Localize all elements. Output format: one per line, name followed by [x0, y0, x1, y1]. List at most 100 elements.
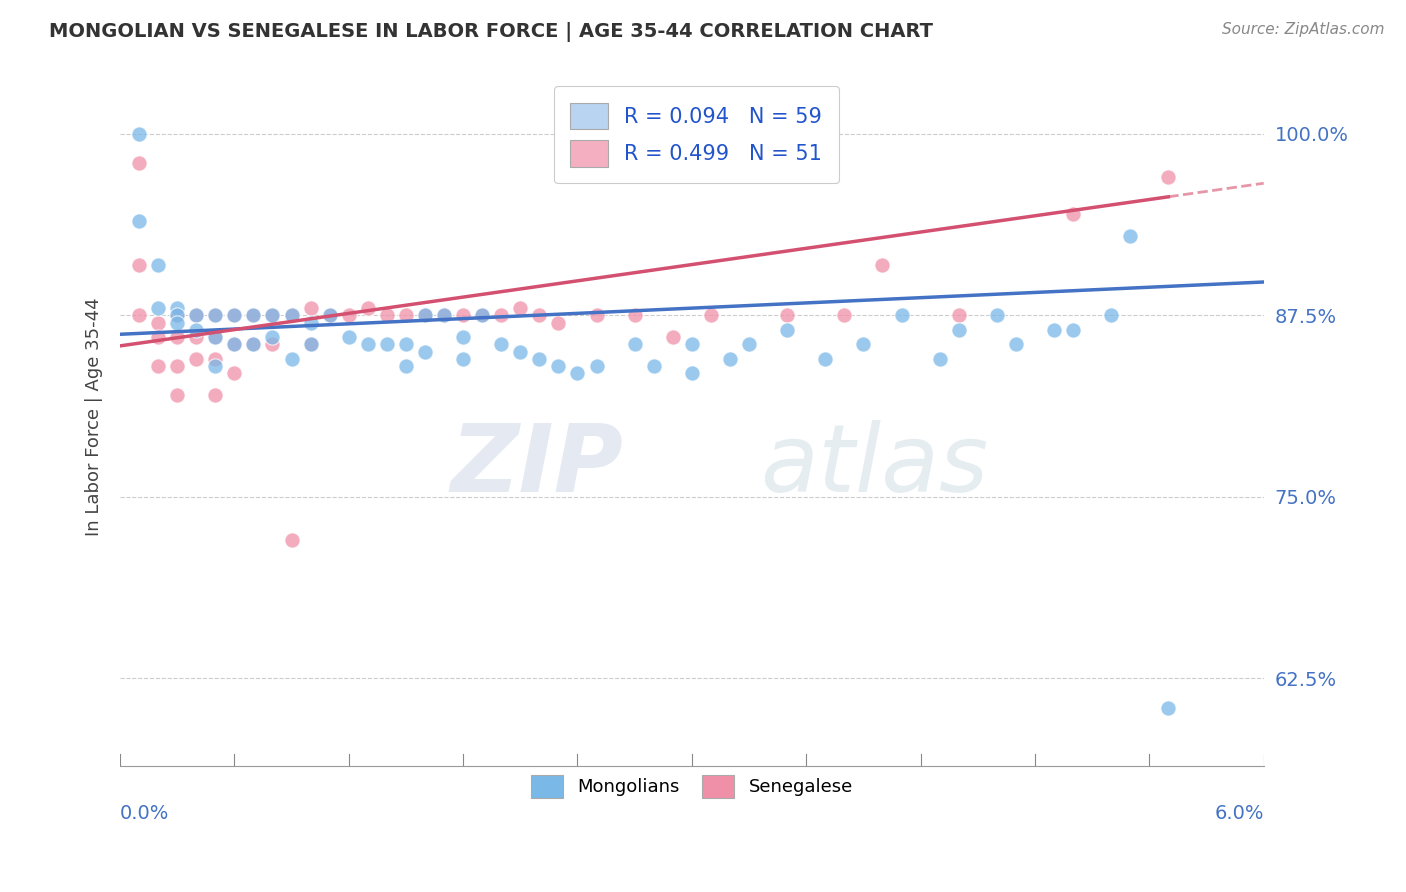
Point [186, 351, 208, 366]
Point [872, 258, 894, 272]
Point [509, 301, 531, 315]
Point [318, 309, 340, 323]
Text: ZIP: ZIP [450, 420, 623, 512]
Point [529, 351, 551, 366]
Point [166, 330, 188, 344]
Point [262, 309, 284, 323]
Point [204, 388, 226, 402]
Point [738, 337, 761, 351]
Point [166, 309, 188, 323]
Point [718, 351, 741, 366]
Point [204, 359, 226, 374]
Point [128, 156, 150, 170]
Text: 0.0%: 0.0% [120, 805, 169, 823]
Point [471, 309, 494, 323]
Point [166, 301, 188, 315]
Point [224, 309, 246, 323]
Point [128, 309, 150, 323]
Point [146, 330, 169, 344]
Point [529, 309, 551, 323]
Text: Source: ZipAtlas.com: Source: ZipAtlas.com [1222, 22, 1385, 37]
Point [413, 344, 436, 359]
Point [375, 337, 398, 351]
Point [146, 301, 169, 315]
Point [375, 309, 398, 323]
Point [262, 309, 284, 323]
Point [433, 309, 456, 323]
Point [948, 323, 970, 337]
Point [451, 309, 474, 323]
Point [413, 309, 436, 323]
Point [395, 337, 418, 351]
Point [928, 351, 950, 366]
Point [262, 337, 284, 351]
Point [547, 359, 569, 374]
Point [280, 309, 302, 323]
Point [1157, 170, 1180, 185]
Point [128, 127, 150, 141]
Point [224, 337, 246, 351]
Point [681, 367, 703, 381]
Point [166, 359, 188, 374]
Point [852, 337, 875, 351]
Point [166, 388, 188, 402]
Point [776, 309, 799, 323]
Point [166, 316, 188, 330]
Point [357, 337, 380, 351]
Point [242, 309, 264, 323]
Point [242, 337, 264, 351]
Point [643, 359, 665, 374]
Point [186, 330, 208, 344]
Point [1062, 323, 1084, 337]
Point [224, 337, 246, 351]
Point [224, 309, 246, 323]
Point [509, 344, 531, 359]
Point [299, 337, 322, 351]
Point [204, 330, 226, 344]
Point [451, 330, 474, 344]
Point [623, 309, 645, 323]
Point [146, 258, 169, 272]
Point [186, 309, 208, 323]
Point [146, 359, 169, 374]
Point [242, 337, 264, 351]
Point [567, 367, 589, 381]
Point [166, 309, 188, 323]
Point [585, 309, 607, 323]
Point [128, 214, 150, 228]
Point [204, 351, 226, 366]
Point [299, 301, 322, 315]
Point [357, 301, 380, 315]
Point [186, 323, 208, 337]
Point [318, 309, 340, 323]
Point [1157, 700, 1180, 714]
Point [814, 351, 837, 366]
Point [280, 309, 302, 323]
Legend: Mongolians, Senegalese: Mongolians, Senegalese [523, 768, 860, 805]
Point [262, 330, 284, 344]
Point [337, 309, 360, 323]
Point [986, 309, 1008, 323]
Point [681, 337, 703, 351]
Point [128, 258, 150, 272]
Point [1119, 228, 1142, 243]
Point [700, 309, 723, 323]
Point [471, 309, 494, 323]
Point [280, 533, 302, 548]
Text: MONGOLIAN VS SENEGALESE IN LABOR FORCE | AGE 35-44 CORRELATION CHART: MONGOLIAN VS SENEGALESE IN LABOR FORCE |… [49, 22, 934, 42]
Point [890, 309, 912, 323]
Point [1062, 207, 1084, 221]
Point [451, 351, 474, 366]
Point [299, 316, 322, 330]
Point [1005, 337, 1028, 351]
Text: 6.0%: 6.0% [1215, 805, 1264, 823]
Point [776, 323, 799, 337]
Point [433, 309, 456, 323]
Text: atlas: atlas [761, 420, 988, 511]
Point [224, 367, 246, 381]
Point [299, 337, 322, 351]
Point [623, 337, 645, 351]
Point [834, 309, 856, 323]
Point [489, 309, 512, 323]
Point [204, 330, 226, 344]
